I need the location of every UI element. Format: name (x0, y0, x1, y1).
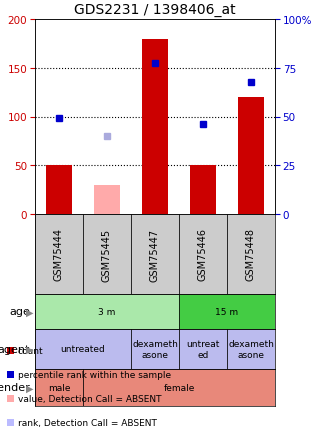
Bar (142, 39, 168, 214)
Bar (7, 419, 14, 426)
Bar (35, 329, 131, 369)
Bar (131, 329, 179, 369)
Text: untreated: untreated (61, 345, 105, 354)
Text: GSM75447: GSM75447 (150, 228, 160, 281)
Text: rank, Detection Call = ABSENT: rank, Detection Call = ABSENT (18, 418, 157, 427)
Bar (35, 214, 83, 294)
Bar (35, 369, 83, 406)
Bar (131, 214, 179, 294)
Text: 15 m: 15 m (215, 307, 239, 316)
Bar (179, 214, 227, 294)
Bar (7, 395, 14, 402)
Text: value, Detection Call = ABSENT: value, Detection Call = ABSENT (18, 394, 162, 403)
Text: GDS2231 / 1398406_at: GDS2231 / 1398406_at (74, 3, 236, 17)
Text: untreat
ed: untreat ed (186, 339, 220, 359)
Text: GSM75445: GSM75445 (102, 228, 112, 281)
Text: GSM75444: GSM75444 (54, 228, 64, 281)
Bar (7, 371, 14, 378)
Text: dexameth
asone: dexameth asone (132, 339, 178, 359)
Bar (238, 98, 264, 214)
Bar (179, 294, 275, 329)
Text: dexameth
asone: dexameth asone (228, 339, 274, 359)
Text: ▶: ▶ (25, 383, 33, 393)
Text: GSM75446: GSM75446 (198, 228, 208, 281)
Bar (83, 369, 275, 406)
Bar (227, 329, 275, 369)
Bar (46, 166, 72, 214)
Bar (227, 214, 275, 294)
Bar (7, 348, 14, 355)
Text: age: age (9, 307, 30, 317)
Bar (190, 166, 216, 214)
Text: ▶: ▶ (25, 307, 33, 317)
Text: count: count (18, 347, 44, 355)
Bar (94, 185, 120, 214)
Bar (179, 329, 227, 369)
Text: agent: agent (0, 344, 30, 354)
Text: GSM75448: GSM75448 (246, 228, 256, 281)
Text: gender: gender (0, 383, 30, 393)
Text: female: female (163, 383, 195, 392)
Bar (83, 214, 131, 294)
Text: 3 m: 3 m (98, 307, 116, 316)
Text: percentile rank within the sample: percentile rank within the sample (18, 370, 171, 379)
Text: ▶: ▶ (25, 344, 33, 354)
Text: male: male (48, 383, 70, 392)
Bar (35, 294, 179, 329)
